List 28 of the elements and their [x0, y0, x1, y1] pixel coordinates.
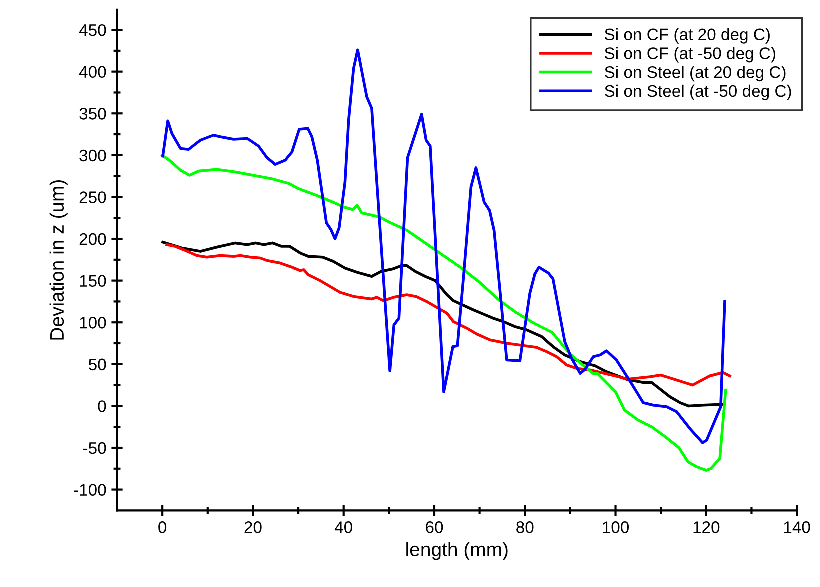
x-tick-label: 20	[244, 522, 262, 534]
x-tick-label: 60	[426, 522, 444, 534]
y-tick-label: 450	[79, 24, 106, 36]
y-tick-label: 250	[80, 192, 106, 204]
x-tick-label: 40	[334, 522, 352, 534]
x-tick-label: 120	[694, 522, 720, 534]
legend-label: Si on Steel (at 20 deg C)	[605, 66, 786, 82]
x-tick-label: 100	[603, 522, 630, 534]
line-series	[166, 243, 732, 387]
y-tick-label: -50	[83, 442, 106, 454]
y-tick-label: 50	[88, 358, 106, 371]
y-tick-label: 150	[80, 275, 106, 288]
y-axis-title: Deviation in z (um)	[50, 180, 68, 340]
legend-label: Si on CF (at 20 deg C)	[605, 28, 770, 44]
y-tick-label: 400	[79, 66, 106, 78]
y-tick-label: 200	[80, 233, 106, 246]
line-series	[161, 154, 728, 472]
legend-label: Si on Steel (at -50 deg C)	[605, 84, 792, 100]
x-tick-label: 80	[516, 522, 534, 534]
legend-label: Si on CF (at -50 deg C)	[605, 47, 776, 63]
x-tick-label: 140	[784, 522, 810, 534]
y-tick-label: 0	[98, 400, 106, 412]
y-tick-label: 100	[80, 317, 106, 329]
y-tick-label: 350	[80, 108, 106, 120]
x-axis-title: length (mm)	[406, 542, 508, 560]
y-tick-label: 300	[80, 150, 106, 162]
y-tick-label: -100	[74, 484, 106, 496]
x-tick-label: 0	[158, 522, 167, 534]
